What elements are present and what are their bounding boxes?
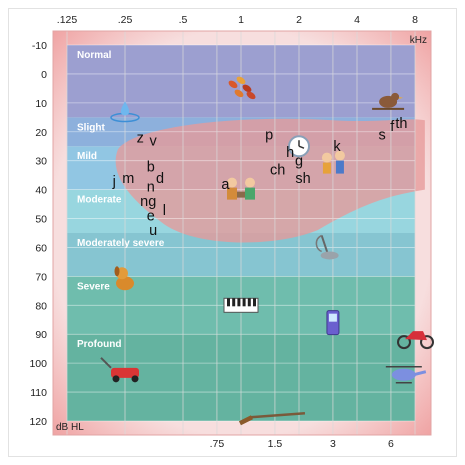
lawn-mower-icon — [100, 357, 139, 383]
phoneme-label: m — [122, 171, 134, 187]
bird-chirping-icon — [372, 92, 405, 110]
band-label: Normal — [77, 50, 112, 61]
y-tick-label: 100 — [29, 358, 47, 370]
speech-banana — [115, 118, 425, 243]
phoneme-label: l — [163, 203, 166, 219]
y-tick-label: 80 — [35, 300, 47, 312]
phoneme-label: ch — [270, 162, 285, 178]
band-label: Severe — [77, 281, 110, 292]
phoneme-label: v — [150, 133, 158, 149]
band-label: Slight — [77, 122, 105, 133]
y-unit-label: dB HL — [56, 422, 84, 433]
y-tick-label: 90 — [35, 329, 47, 341]
y-tick-label: 0 — [41, 69, 47, 81]
phoneme-label: th — [395, 116, 407, 132]
y-tick-label: 40 — [35, 185, 47, 197]
y-tick-label: -10 — [32, 40, 47, 52]
leaves-rustling-icon — [228, 76, 256, 100]
band-label: Moderately severe — [77, 238, 165, 249]
x-top-tick-label: 8 — [412, 14, 418, 26]
y-tick-label: 10 — [35, 98, 47, 110]
audiogram-frame: Normal Slight Mild Moderate Moderately sever… — [8, 8, 457, 457]
x-top-tick-label: .5 — [179, 14, 188, 26]
phoneme-label: f — [390, 119, 395, 135]
helicopter-icon — [385, 365, 427, 384]
x-top-tick-label: .125 — [57, 14, 78, 26]
y-tick-label: 120 — [29, 416, 47, 428]
children-talking-icon — [321, 150, 345, 174]
x-bottom-tick-label: 3 — [330, 438, 336, 450]
y-tick-label: 70 — [35, 271, 47, 283]
phoneme-label: z — [137, 131, 144, 147]
y-tick-label: 60 — [35, 242, 47, 254]
phoneme-label: e — [147, 209, 155, 225]
x-top-tick-label: .25 — [118, 14, 133, 26]
x-unit-label: kHz — [410, 35, 427, 46]
phoneme-label: p — [265, 128, 273, 144]
plot-border — [52, 30, 432, 436]
x-top-tick-label: 2 — [296, 14, 302, 26]
phoneme-label: n — [147, 180, 155, 196]
phoneme-label: d — [156, 171, 164, 187]
y-tick-label: 50 — [35, 214, 47, 226]
x-bottom-tick-label: 1.5 — [268, 438, 283, 450]
phoneme-label: ng — [140, 194, 156, 210]
phoneme-label: b — [147, 159, 155, 175]
band-label: Moderate — [77, 195, 122, 206]
phoneme-label: g — [295, 154, 303, 170]
dog-barking-icon — [114, 266, 134, 291]
shotgun-icon — [238, 411, 306, 426]
cell-phone-icon — [326, 310, 340, 336]
x-bottom-tick-label: .75 — [210, 438, 225, 450]
x-top-tick-label: 4 — [354, 14, 360, 26]
people-talking-icon — [227, 177, 255, 200]
x-top-tick-label: 1 — [238, 14, 244, 26]
phoneme-label: u — [149, 223, 157, 239]
band-label: Profound — [77, 339, 121, 350]
vacuum-cleaner-icon — [315, 234, 339, 260]
clock-ticking-icon — [288, 135, 310, 158]
y-tick-label: 30 — [35, 156, 47, 168]
phoneme-label: h — [286, 145, 294, 161]
phoneme-label: s — [378, 128, 385, 144]
y-tick-label: 110 — [30, 387, 47, 399]
phoneme-label: a — [221, 177, 230, 193]
band-label: Mild — [77, 151, 97, 162]
piano-icon — [223, 297, 259, 313]
phoneme-label: k — [333, 139, 341, 155]
motorcycle-icon — [397, 331, 434, 350]
phoneme-label: sh — [295, 171, 310, 187]
dripping-faucet-icon — [110, 101, 140, 123]
phoneme-label: j — [112, 174, 116, 190]
audiogram-chart: Normal Slight Mild Moderate Moderately sever… — [29, 14, 434, 450]
x-bottom-tick-label: 6 — [388, 438, 394, 450]
y-tick-label: 20 — [35, 127, 47, 139]
